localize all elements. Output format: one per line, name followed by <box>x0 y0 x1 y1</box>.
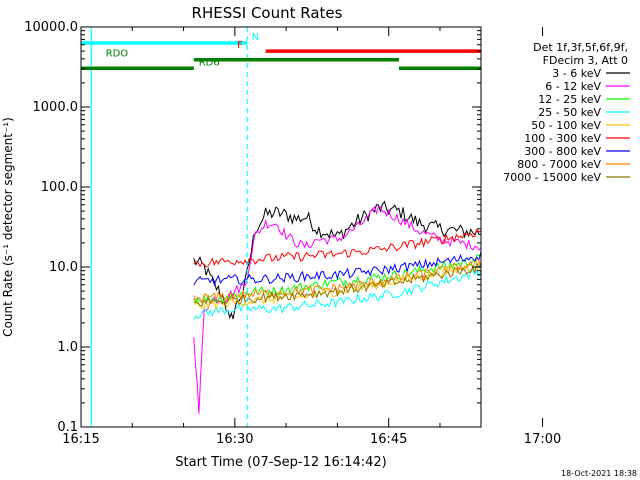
x-tick-label-0: 16:15 <box>62 432 99 447</box>
legend-entry-7: 800 - 7000 keV <box>517 158 601 171</box>
y-tick-label-3: 100.0 <box>41 180 78 195</box>
y-tick-label-5: 10000.0 <box>24 20 78 35</box>
series-line-2 <box>193 253 481 305</box>
y-tick-label-2: 10.0 <box>49 260 78 275</box>
timestamp-label: 18-Oct-2021 18:38 <box>561 469 637 478</box>
legend-entry-2: 12 - 25 keV <box>538 93 601 106</box>
y-tick-label-1: 1.0 <box>57 340 78 355</box>
series-line-1 <box>193 206 481 414</box>
series-line-8 <box>193 261 481 307</box>
x-axis-label: Start Time (07-Sep-12 16:14:42) <box>175 455 386 470</box>
annotation-label-1: F <box>237 40 243 51</box>
series-line-3 <box>193 269 481 320</box>
series-line-6 <box>193 249 481 286</box>
series-line-5 <box>193 228 481 268</box>
y-tick-label-0: 0.1 <box>57 420 78 435</box>
legend-entry-1: 6 - 12 keV <box>545 80 601 93</box>
plot-area <box>81 27 481 427</box>
plot-frame <box>80 26 482 428</box>
series-line-0 <box>193 200 481 320</box>
annotation-label-3: RD6 <box>199 57 220 68</box>
legend: Det 1f,3f,5f,6f,9f,FDecim 3, Att 03 - 6 … <box>503 41 630 184</box>
legend-header-0: Det 1f,3f,5f,6f,9f, <box>533 41 628 54</box>
annotation-label-0: N <box>252 32 259 43</box>
legend-entry-0: 3 - 6 keV <box>552 67 601 80</box>
annotation-label-2: RDO <box>106 49 129 60</box>
x-tick-label-1: 16:30 <box>216 432 253 447</box>
legend-header-1: FDecim 3, Att 0 <box>543 54 628 67</box>
legend-entry-8: 7000 - 15000 keV <box>503 171 601 184</box>
legend-entry-5: 100 - 300 keV <box>524 132 601 145</box>
series-line-7 <box>193 259 481 305</box>
chart-title: RHESSI Count Rates <box>192 4 343 22</box>
legend-entry-6: 300 - 800 keV <box>524 145 601 158</box>
legend-entry-4: 50 - 100 keV <box>531 119 601 132</box>
y-axis-label: Count Rate (s⁻¹ detector segment⁻¹) <box>1 117 15 337</box>
legend-entry-3: 25 - 50 keV <box>538 106 601 119</box>
x-tick-label-3: 17:00 <box>524 432 561 447</box>
y-tick-label-4: 1000.0 <box>33 100 79 115</box>
axes: NFRDORD616:1516:3016:4517:0017:1517:3017… <box>24 20 561 447</box>
x-tick-label-2: 16:45 <box>370 432 407 447</box>
